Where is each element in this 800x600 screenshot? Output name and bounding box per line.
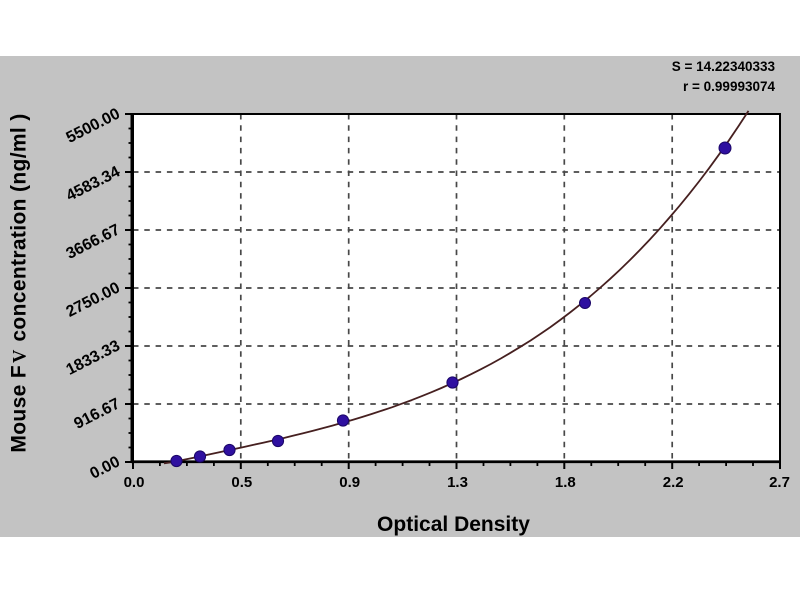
svg-text:1.8: 1.8: [555, 474, 576, 491]
svg-text:2.7: 2.7: [769, 474, 790, 491]
svg-text:2.2: 2.2: [663, 474, 684, 491]
svg-text:r = 0.99993074: r = 0.99993074: [683, 79, 775, 94]
svg-text:1.3: 1.3: [447, 474, 468, 491]
svg-text:Optical Density: Optical Density: [377, 513, 530, 536]
svg-text:0.0: 0.0: [124, 474, 145, 491]
svg-text:0.9: 0.9: [339, 474, 360, 491]
svg-text:S = 14.22340333: S = 14.22340333: [672, 59, 776, 74]
svg-text:0.5: 0.5: [231, 474, 252, 491]
svg-text:Mouse FV concentration (ng/ml: Mouse FV concentration (ng/ml ): [8, 113, 31, 452]
